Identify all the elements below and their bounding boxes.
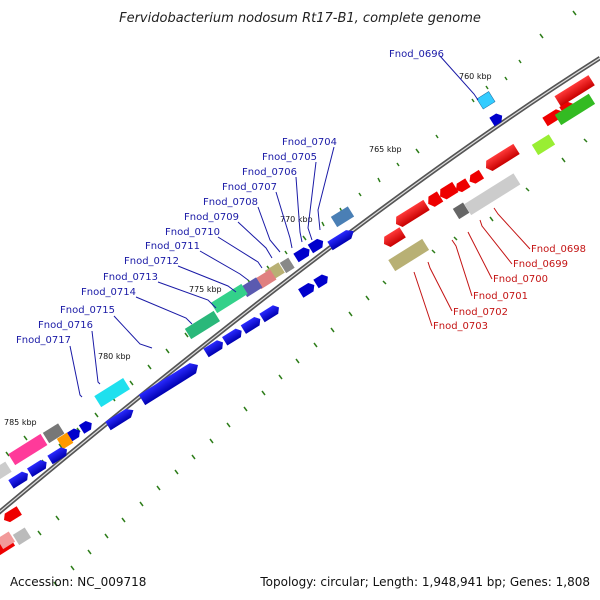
gene-label-fnod-0703[interactable]: Fnod_0703	[433, 321, 488, 332]
leader-lines-blue	[69, 55, 479, 398]
gene-red-rev-2	[456, 169, 485, 193]
gene-red-edge-2	[4, 506, 22, 523]
gene-blue-run-3	[105, 409, 134, 431]
gene-gray-fwd	[42, 423, 65, 444]
gene-label-fnod-0702[interactable]: Fnod_0702	[453, 307, 508, 318]
ruler-label-770: 770 kbp	[280, 215, 313, 224]
gene-label-fnod-0712[interactable]: Fnod_0712	[124, 256, 179, 267]
gene-red-rev-3	[396, 181, 459, 227]
gene-green-cluster	[554, 93, 596, 126]
gene-label-fnod-0698[interactable]: Fnod_0698	[531, 244, 586, 255]
ruler-label-780: 780 kbp	[98, 352, 131, 361]
gene-red-rev-4	[384, 227, 406, 247]
gene-fnod-0704	[330, 206, 355, 228]
gene-blue-run-1	[203, 305, 279, 358]
ruler-label-765: 765 kbp	[369, 145, 402, 154]
gene-labels-blue: Fnod_0696 Fnod_0704 Fnod_0705 Fnod_0706 …	[16, 49, 444, 346]
gene-pink-edge	[0, 531, 16, 550]
leader-lines-red	[413, 207, 531, 327]
inner-tick-marks	[37, 138, 588, 587]
gene-label-fnod-0701[interactable]: Fnod_0701	[473, 291, 528, 302]
gene-fnod-0712	[210, 283, 248, 314]
gene-fnod-0716	[94, 378, 131, 408]
gene-label-fnod-0696[interactable]: Fnod_0696	[389, 49, 444, 60]
gene-label-fnod-0708[interactable]: Fnod_0708	[203, 197, 258, 208]
forward-strand-genes	[0, 75, 595, 489]
gene-red-rev-1	[486, 143, 520, 171]
genome-backbone	[0, 56, 600, 515]
gene-pink	[8, 433, 48, 466]
gene-red-fwd	[554, 75, 595, 107]
gene-label-fnod-0699[interactable]: Fnod_0699	[513, 259, 568, 270]
gene-label-fnod-0711[interactable]: Fnod_0711	[145, 241, 200, 252]
gene-lightgreen	[531, 134, 556, 156]
gene-label-fnod-0709[interactable]: Fnod_0709	[184, 212, 239, 223]
gene-label-fnod-0710[interactable]: Fnod_0710	[165, 227, 220, 238]
gene-label-fnod-0706[interactable]: Fnod_0706	[242, 167, 297, 178]
gene-fnod-0701	[452, 202, 470, 220]
reverse-strand-genes	[0, 93, 596, 557]
gene-label-fnod-0700[interactable]: Fnod_0700	[493, 274, 548, 285]
gene-fnod-0699	[464, 173, 521, 216]
gene-fnod-0714	[184, 310, 221, 340]
ruler-label-785: 785 kbp	[4, 418, 37, 427]
gene-label-fnod-0704[interactable]: Fnod_0704	[282, 137, 337, 148]
gene-labels-red: Fnod_0698 Fnod_0699 Fnod_0700 Fnod_0701 …	[433, 244, 586, 332]
gene-blue-run-5	[8, 447, 67, 489]
gene-orange	[56, 432, 74, 450]
gene-gray-edge	[12, 527, 32, 546]
gene-lightgray-edge	[0, 461, 12, 481]
gene-label-fnod-0716[interactable]: Fnod_0716	[38, 320, 93, 331]
gene-label-fnod-0715[interactable]: Fnod_0715	[60, 305, 115, 316]
gene-fnod-0703	[388, 238, 430, 272]
gene-blue-cluster-b	[293, 238, 324, 263]
gene-label-fnod-0717[interactable]: Fnod_0717	[16, 335, 71, 346]
gene-blue-long	[138, 363, 198, 406]
footer-accession: Accession: NC_009718	[10, 575, 146, 589]
gene-label-fnod-0713[interactable]: Fnod_0713	[103, 272, 158, 283]
gene-blue-cluster-a	[327, 230, 354, 251]
gene-blue-run-2	[298, 274, 328, 298]
ruler-label-775: 775 kbp	[189, 285, 222, 294]
gene-label-fnod-0707[interactable]: Fnod_0707	[222, 182, 277, 193]
footer-genome-info: Topology: circular; Length: 1,948,941 bp…	[259, 575, 590, 589]
gene-fnod-0707	[279, 257, 295, 274]
gene-fnod-0696	[476, 91, 496, 110]
gene-blue-0697	[489, 113, 503, 127]
ruler-label-760: 760 kbp	[459, 72, 492, 81]
gene-label-fnod-0705[interactable]: Fnod_0705	[262, 152, 317, 163]
map-title: Fervidobacterium nodosum Rt17-B1, comple…	[119, 11, 481, 26]
gene-label-fnod-0714[interactable]: Fnod_0714	[81, 287, 136, 298]
